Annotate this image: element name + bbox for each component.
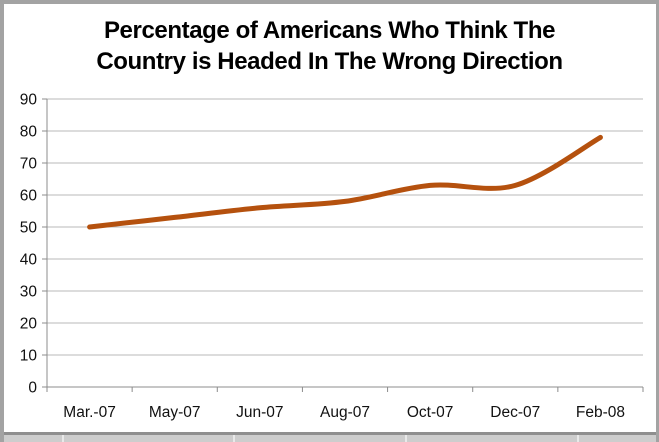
- window-frame-top: [0, 0, 659, 4]
- y-axis-label: 30: [20, 284, 38, 301]
- x-axis-label: Aug-07: [320, 404, 370, 421]
- x-axis-label: Feb-08: [576, 404, 625, 421]
- sheet-column-separator: [62, 435, 64, 442]
- y-axis-label: 80: [20, 124, 38, 141]
- x-axis-label: Oct-07: [407, 404, 454, 421]
- sheet-column-separator: [577, 435, 579, 442]
- chart-title: Percentage of Americans Who Think The Co…: [0, 15, 659, 77]
- y-axis-label: 60: [20, 188, 38, 205]
- sheet-column-separator: [405, 435, 407, 442]
- y-axis-label: 90: [20, 92, 38, 109]
- y-axis-label: 10: [20, 348, 38, 365]
- y-axis-label: 40: [20, 252, 38, 269]
- window-frame-right: [656, 0, 659, 442]
- chart-title-line-1: Percentage of Americans Who Think The: [103, 17, 556, 44]
- y-axis-label: 0: [28, 380, 37, 397]
- y-axis-label: 50: [20, 220, 38, 237]
- sheet-column-separator: [233, 435, 235, 442]
- spreadsheet-edge-strip: [0, 432, 659, 442]
- window-frame-left: [0, 0, 4, 442]
- x-axis-label: Dec-07: [490, 404, 540, 421]
- data-series-line: [87, 134, 603, 230]
- y-axis-label: 70: [20, 156, 38, 173]
- y-axis-label: 20: [20, 316, 38, 333]
- x-axis-label: Mar.-07: [63, 404, 116, 421]
- x-axis-label: May-07: [149, 404, 201, 421]
- x-axis-label: Jun-07: [236, 404, 283, 421]
- chart-title-line-2: Country is Headed In The Wrong Direction: [96, 48, 563, 75]
